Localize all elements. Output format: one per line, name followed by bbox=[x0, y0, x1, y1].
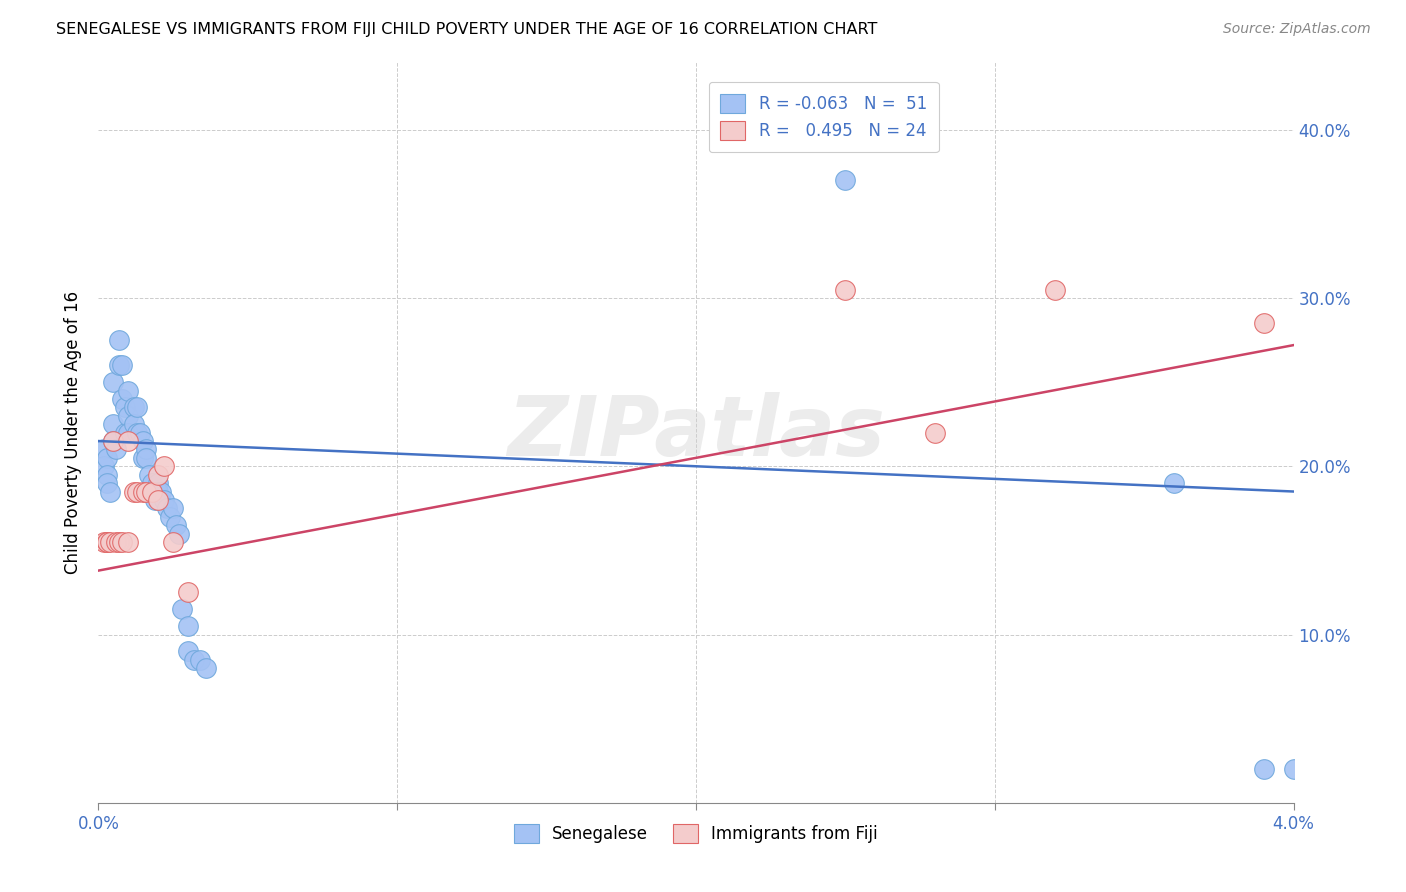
Point bbox=[103, 417, 125, 432]
Y-axis label: Child Poverty Under the Age of 16: Child Poverty Under the Age of 16 bbox=[65, 291, 83, 574]
Point bbox=[93, 535, 115, 549]
Point bbox=[153, 459, 176, 474]
Point bbox=[1253, 316, 1275, 330]
Point bbox=[834, 283, 856, 297]
Point bbox=[96, 535, 118, 549]
Point bbox=[148, 484, 170, 499]
Point bbox=[132, 484, 155, 499]
Point bbox=[103, 375, 125, 389]
Point bbox=[117, 384, 139, 398]
Point bbox=[117, 434, 139, 448]
Point bbox=[162, 535, 184, 549]
Point bbox=[924, 425, 946, 440]
Point bbox=[148, 467, 170, 482]
Point bbox=[148, 476, 170, 491]
Point bbox=[1253, 762, 1275, 776]
Point bbox=[127, 425, 149, 440]
Point bbox=[165, 518, 187, 533]
Point bbox=[153, 492, 176, 507]
Point bbox=[124, 417, 146, 432]
Point bbox=[108, 333, 131, 347]
Point bbox=[96, 476, 118, 491]
Point bbox=[132, 450, 155, 465]
Point bbox=[127, 484, 149, 499]
Point bbox=[159, 509, 181, 524]
Point bbox=[135, 450, 157, 465]
Point bbox=[108, 535, 131, 549]
Point bbox=[103, 434, 125, 448]
Point bbox=[105, 535, 128, 549]
Text: SENEGALESE VS IMMIGRANTS FROM FIJI CHILD POVERTY UNDER THE AGE OF 16 CORRELATION: SENEGALESE VS IMMIGRANTS FROM FIJI CHILD… bbox=[56, 22, 877, 37]
Point bbox=[162, 501, 184, 516]
Point bbox=[135, 442, 157, 457]
Point bbox=[93, 442, 115, 457]
Point bbox=[143, 492, 166, 507]
Point bbox=[167, 526, 190, 541]
Point bbox=[1282, 762, 1305, 776]
Point bbox=[111, 359, 134, 373]
Point bbox=[156, 501, 179, 516]
Point bbox=[172, 602, 194, 616]
Point bbox=[98, 535, 122, 549]
Point bbox=[183, 653, 205, 667]
Point bbox=[114, 425, 136, 440]
Point bbox=[148, 492, 170, 507]
Text: Source: ZipAtlas.com: Source: ZipAtlas.com bbox=[1223, 22, 1371, 37]
Point bbox=[141, 476, 163, 491]
Point bbox=[138, 467, 160, 482]
Point bbox=[135, 484, 157, 499]
Legend: Senegalese, Immigrants from Fiji: Senegalese, Immigrants from Fiji bbox=[508, 817, 884, 850]
Point bbox=[129, 425, 152, 440]
Point bbox=[108, 359, 131, 373]
Point bbox=[111, 535, 134, 549]
Point bbox=[124, 484, 146, 499]
Point bbox=[117, 425, 139, 440]
Point bbox=[96, 467, 118, 482]
Point bbox=[150, 484, 173, 499]
Point bbox=[114, 401, 136, 415]
Point bbox=[804, 89, 827, 103]
Point bbox=[117, 409, 139, 423]
Text: ZIPatlas: ZIPatlas bbox=[508, 392, 884, 473]
Point bbox=[177, 619, 200, 633]
Point bbox=[96, 535, 118, 549]
Point bbox=[98, 484, 122, 499]
Point bbox=[93, 459, 115, 474]
Point bbox=[195, 661, 218, 675]
Point bbox=[1163, 476, 1185, 491]
Point bbox=[96, 450, 118, 465]
Point bbox=[834, 173, 856, 187]
Point bbox=[105, 442, 128, 457]
Point bbox=[177, 585, 200, 599]
Point bbox=[141, 484, 163, 499]
Point bbox=[1043, 283, 1066, 297]
Point bbox=[177, 644, 200, 658]
Point bbox=[188, 653, 211, 667]
Point bbox=[127, 401, 149, 415]
Point bbox=[132, 434, 155, 448]
Point bbox=[103, 434, 125, 448]
Point bbox=[111, 392, 134, 406]
Point bbox=[117, 535, 139, 549]
Point bbox=[124, 401, 146, 415]
